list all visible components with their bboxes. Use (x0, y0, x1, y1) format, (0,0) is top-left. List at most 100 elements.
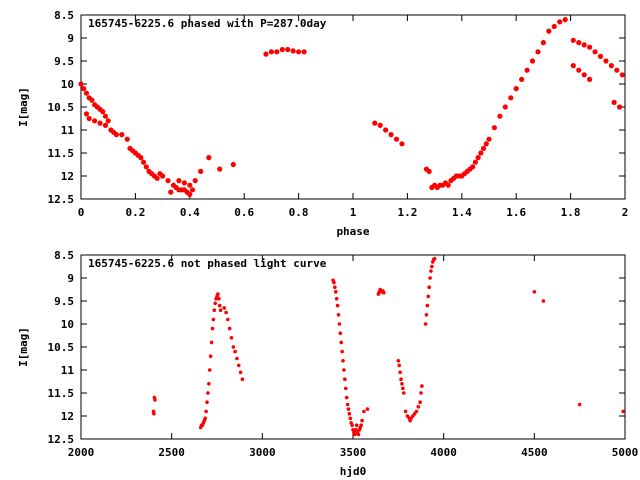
data-point (187, 182, 193, 188)
lightcurve-y-ticks: 8.5 9 9.5 10 10.5 11 11.5 12 12.5 (48, 249, 625, 446)
y-tick-label: 10 (61, 78, 74, 91)
data-point (124, 136, 130, 142)
data-point (339, 340, 344, 345)
data-point (426, 294, 431, 299)
data-point (222, 306, 227, 310)
x-tick-label: 0 (78, 206, 85, 219)
lightcurve-y-axis-label: I[mag] (17, 327, 30, 367)
data-point (207, 368, 212, 372)
data-point (203, 416, 208, 421)
data-point (398, 370, 402, 375)
data-point (102, 122, 109, 128)
data-point (346, 407, 351, 411)
data-point (113, 132, 119, 138)
data-point (342, 368, 346, 372)
data-point (86, 115, 92, 122)
data-point (230, 161, 236, 168)
x-tick-label: 0.8 (289, 206, 309, 219)
data-point (153, 398, 157, 402)
data-point (176, 178, 182, 184)
data-point (541, 299, 546, 303)
data-point (105, 118, 111, 124)
data-point (333, 285, 337, 290)
data-point (354, 423, 359, 428)
data-point (341, 359, 345, 363)
data-point (397, 363, 402, 368)
data-point (577, 402, 582, 407)
data-point (570, 37, 576, 43)
data-point (345, 402, 350, 407)
y-tick-label: 9 (67, 272, 74, 285)
data-point (227, 326, 232, 331)
data-point (187, 191, 193, 197)
data-point (92, 118, 98, 124)
x-tick-label: 4000 (430, 446, 457, 459)
y-tick-label: 9.5 (54, 55, 74, 68)
data-point (396, 359, 401, 363)
data-point (208, 354, 213, 359)
data-point (268, 49, 274, 55)
data-point (206, 155, 212, 161)
data-point (206, 391, 210, 395)
data-point (430, 264, 434, 269)
data-point (235, 356, 239, 361)
phased-data-points (78, 17, 625, 197)
y-tick-label: 12.5 (48, 193, 75, 206)
data-point (226, 317, 230, 322)
y-tick-label: 12 (61, 410, 74, 423)
data-point (429, 269, 433, 273)
data-point (524, 67, 530, 73)
data-point (576, 40, 582, 46)
x-tick-label: 0.2 (125, 206, 145, 219)
data-point (168, 189, 174, 195)
data-point (382, 290, 386, 295)
x-tick-label: 2 (622, 206, 629, 219)
data-point (508, 95, 514, 101)
data-point (592, 49, 598, 55)
data-point (372, 120, 378, 126)
data-point (296, 49, 302, 55)
data-point (540, 40, 547, 46)
y-tick-label: 11.5 (48, 387, 75, 400)
data-point (570, 63, 576, 69)
data-point (616, 104, 623, 110)
data-point (365, 407, 370, 411)
x-tick-label: 1 (350, 206, 357, 219)
data-point (138, 155, 144, 161)
y-tick-label: 12 (61, 170, 74, 183)
x-tick-label: 5000 (612, 446, 639, 459)
phased-y-ticks: 8.5 9 9.5 10 10.5 11 11.5 12 12.5 (48, 9, 625, 206)
data-point (97, 120, 103, 126)
data-point (486, 136, 492, 142)
data-point (562, 17, 568, 23)
data-point (192, 178, 198, 184)
data-point (403, 409, 408, 414)
x-tick-label: 1.4 (452, 206, 472, 219)
data-point (587, 44, 593, 50)
x-tick-label: 2000 (68, 446, 95, 459)
data-point (340, 349, 344, 354)
data-point (400, 382, 404, 386)
data-point (377, 122, 383, 128)
data-point (608, 63, 615, 69)
data-point (480, 145, 487, 151)
data-point (210, 326, 215, 331)
data-point (217, 303, 222, 308)
data-point (81, 86, 87, 92)
data-point (343, 377, 347, 382)
data-point (359, 423, 363, 428)
data-point (424, 313, 429, 317)
data-point (611, 99, 617, 105)
data-point (152, 411, 156, 416)
x-tick-label: 2500 (158, 446, 185, 459)
y-tick-label: 10 (61, 318, 74, 331)
data-point (619, 72, 625, 78)
data-point (347, 411, 352, 416)
y-tick-label: 11.5 (48, 147, 75, 160)
phased-chart-title: 165745-6225.6 phased with P=287.0day (88, 17, 327, 30)
data-point (334, 296, 339, 301)
data-point (218, 308, 223, 313)
data-point (140, 159, 147, 165)
